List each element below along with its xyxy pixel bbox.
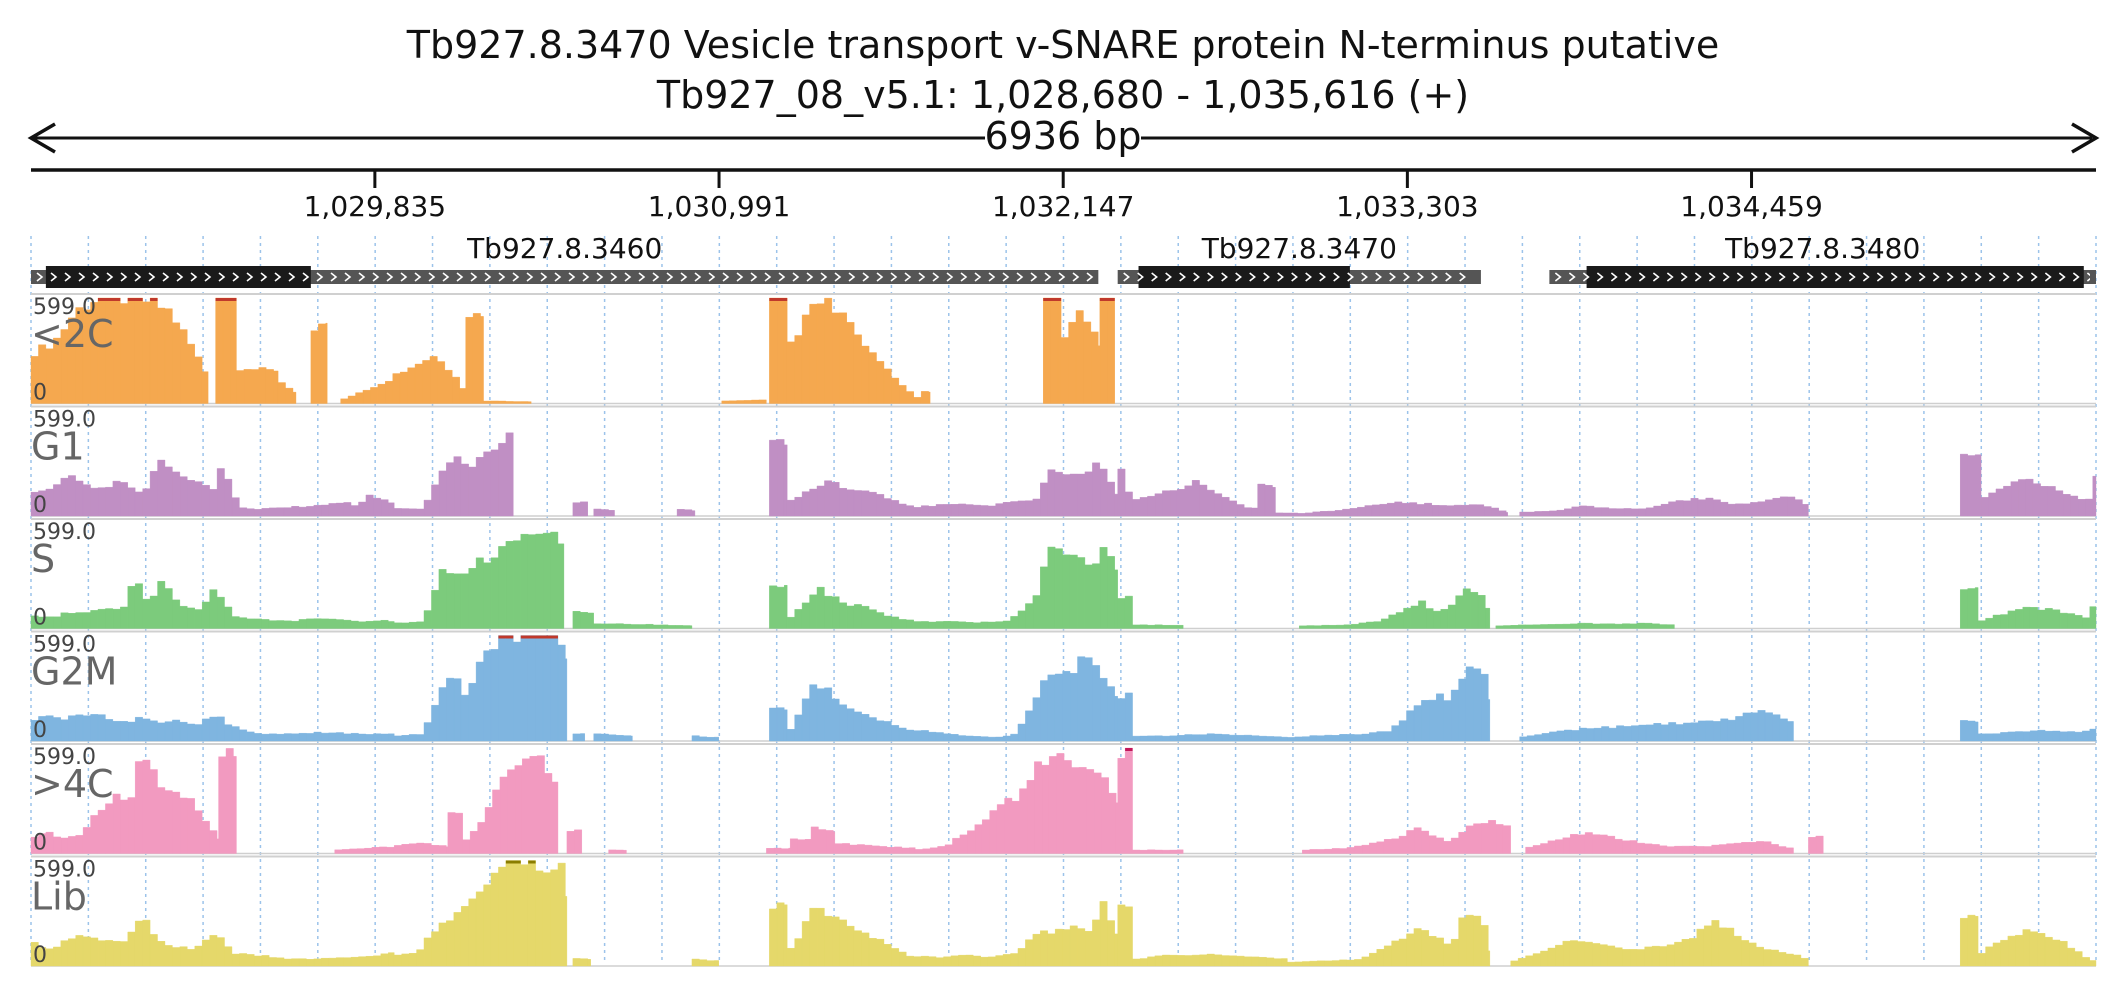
coverage-bars (30, 635, 2097, 742)
strand-chevron-icon (1554, 272, 2094, 282)
track-name: >4C (31, 762, 114, 806)
gene-label: Tb927.8.3480 (1724, 232, 1920, 265)
coverage-bars (30, 432, 2097, 517)
tick-label: 1,034,459 (1680, 190, 1823, 223)
gene-cds (45, 266, 311, 288)
tick-label: 1,030,991 (648, 190, 791, 223)
gene-label: Tb927.8.3460 (466, 232, 662, 265)
y-max-label: 599.0 (33, 520, 96, 545)
span-label: 6936 bp (984, 114, 1141, 158)
coverage-bars (30, 531, 2097, 629)
y-min-label: 0 (33, 943, 47, 968)
coverage-track: 599.0 0 S (30, 518, 2097, 631)
track-name: Lib (31, 875, 87, 919)
y-min-label: 0 (33, 606, 47, 631)
clip-indicator (498, 635, 558, 639)
strand-chevron-icon (1123, 272, 1466, 282)
coverage-bars (30, 747, 1824, 854)
coverage-track: 599.0 0 Lib (30, 855, 2097, 968)
chart-title: Tb927.8.3470 Vesicle transport v-SNARE p… (406, 23, 1719, 67)
strand-chevron-icon (36, 272, 1094, 282)
gene-cds (1138, 266, 1350, 288)
span-ruler: 6936 bp (27, 114, 2100, 158)
clip-indicator (1125, 748, 1133, 751)
tick-label: 1,029,835 (304, 190, 447, 223)
gene-model[interactable]: Tb927.8.3480 (1549, 232, 2096, 288)
gene-model[interactable]: Tb927.8.3460 (31, 232, 1099, 288)
track-name: S (31, 537, 55, 581)
y-max-label: 599.0 (33, 633, 96, 658)
gene-continuation (2090, 270, 2096, 284)
y-max-label: 599.0 (33, 745, 96, 770)
y-min-label: 0 (33, 493, 47, 518)
gene-model[interactable]: Tb927.8.3470 (1117, 232, 1481, 288)
track-name: <2C (31, 312, 114, 356)
clip-indicator (505, 860, 536, 864)
coverage-track: 599.0 0 G1 (30, 405, 2097, 518)
coverage-track: 599.0 0 <2C (30, 293, 2096, 406)
track-name: G2M (31, 650, 117, 694)
coverage-track: 599.0 0 >4C (30, 743, 2096, 856)
track-name: G1 (31, 425, 85, 469)
span-arrow-left-icon (27, 122, 56, 154)
span-arrow-right-icon (2071, 122, 2100, 154)
coverage-tracks: 599.00<2C599.00G1599.00S599.00G2M599.00>… (30, 293, 2097, 968)
tick-label: 1,032,147 (992, 190, 1135, 223)
gene-cds (1586, 266, 2084, 288)
y-min-label: 0 (33, 718, 47, 743)
coordinate-axis: 1,029,835 1,030,991 1,032,147 1,033,303 1,03… (31, 168, 2096, 223)
gene-label: Tb927.8.3470 (1201, 232, 1397, 265)
y-min-label: 0 (33, 831, 47, 856)
y-max-label: 599.0 (33, 408, 96, 433)
y-min-label: 0 (33, 381, 47, 406)
gene-track: Tb927.8.3460 Tb927.8.3470 Tb927.8.3480 (31, 232, 2096, 288)
y-max-label: 599.0 (33, 858, 96, 883)
tick-label: 1,033,303 (1336, 190, 1479, 223)
coverage-track: 599.0 0 G2M (30, 630, 2097, 743)
y-max-label: 599.0 (33, 295, 96, 320)
span-label-bg (985, 118, 1141, 158)
region-subtitle: Tb927_08_v5.1: 1,028,680 - 1,035,616 (+) (656, 73, 1469, 117)
coverage-bars (30, 860, 2097, 967)
